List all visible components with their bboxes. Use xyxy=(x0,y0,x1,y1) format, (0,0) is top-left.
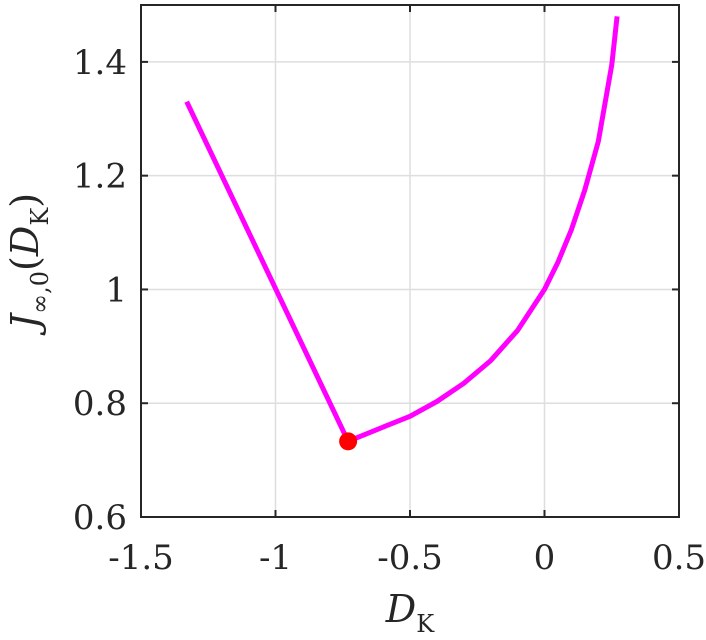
x-tick-label: -1.5 xyxy=(108,538,174,578)
y-axis-label-main: J xyxy=(3,312,47,336)
x-tick-label: 0 xyxy=(534,538,556,578)
y-axis-label-paren-main: D xyxy=(3,226,47,257)
x-axis-label: DK xyxy=(385,587,435,638)
y-tick-label: 1 xyxy=(105,270,127,310)
minimum-marker xyxy=(339,432,358,451)
x-axis-label-sub: K xyxy=(416,610,435,638)
x-axis-label-main: D xyxy=(385,587,416,631)
y-tick-label: 1.4 xyxy=(73,43,127,83)
x-tick-label: -1 xyxy=(259,538,292,578)
y-tick-label: 1.2 xyxy=(73,157,127,197)
series-line xyxy=(184,16,620,444)
y-axis-label-close-paren: ) xyxy=(3,193,47,208)
ticks xyxy=(140,5,680,518)
y-tick-label: 0.6 xyxy=(73,498,127,538)
y-axis-label-open-paren: ( xyxy=(3,256,47,271)
y-axis-label: J∞,0(DK) xyxy=(3,193,54,336)
y-axis-label-sub: ∞,0 xyxy=(26,271,54,314)
x-tick-label: 0.5 xyxy=(652,538,706,578)
y-tick-labels: 0.6 0.8 1 1.2 1.4 xyxy=(73,43,127,538)
y-tick-label: 0.8 xyxy=(73,384,127,424)
y-axis-label-paren-sub: K xyxy=(26,207,54,226)
x-tick-label: -0.5 xyxy=(377,538,443,578)
grid xyxy=(141,5,679,517)
x-tick-labels: -1.5 -1 -0.5 0 0.5 xyxy=(108,538,706,578)
